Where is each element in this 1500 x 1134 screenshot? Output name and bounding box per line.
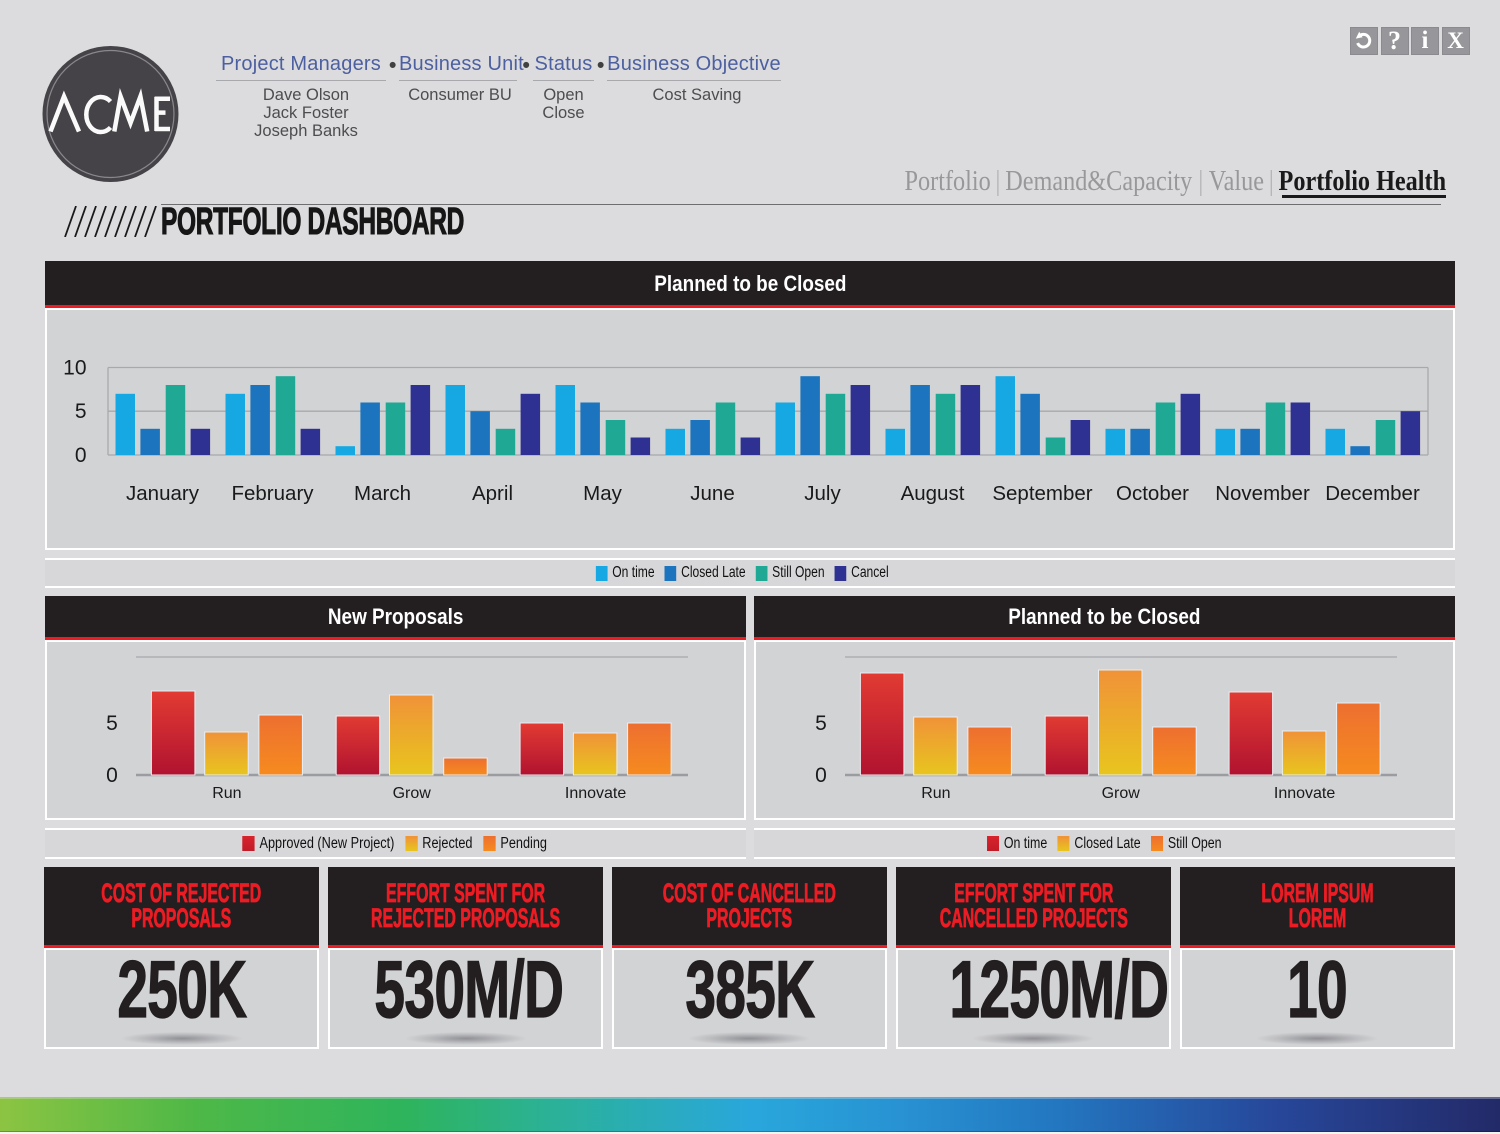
svg-text:May: May <box>583 482 622 505</box>
svg-text:September: September <box>992 482 1092 505</box>
svg-text:August: August <box>901 482 965 505</box>
svg-text:Grow: Grow <box>393 785 432 802</box>
svg-text:February: February <box>231 482 314 505</box>
svg-text:June: June <box>690 482 734 505</box>
svg-text:October: October <box>1116 482 1189 505</box>
svg-text:5: 5 <box>106 712 118 735</box>
svg-text:March: March <box>354 482 411 505</box>
svg-text:Run: Run <box>921 785 950 802</box>
svg-text:0: 0 <box>75 444 87 467</box>
svg-text:January: January <box>126 482 200 505</box>
svg-text:July: July <box>804 482 841 505</box>
svg-text:5: 5 <box>815 712 827 735</box>
svg-text:April: April <box>472 482 513 505</box>
svg-text:0: 0 <box>106 764 118 787</box>
svg-text:10: 10 <box>63 357 86 380</box>
svg-text:Run: Run <box>212 785 241 802</box>
svg-text:Innovate: Innovate <box>565 785 626 802</box>
svg-text:0: 0 <box>815 764 827 787</box>
svg-text:Grow: Grow <box>1102 785 1141 802</box>
svg-text:Innovate: Innovate <box>1274 785 1335 802</box>
svg-text:5: 5 <box>75 400 87 423</box>
svg-text:November: November <box>1215 482 1310 505</box>
svg-text:December: December <box>1325 482 1420 505</box>
